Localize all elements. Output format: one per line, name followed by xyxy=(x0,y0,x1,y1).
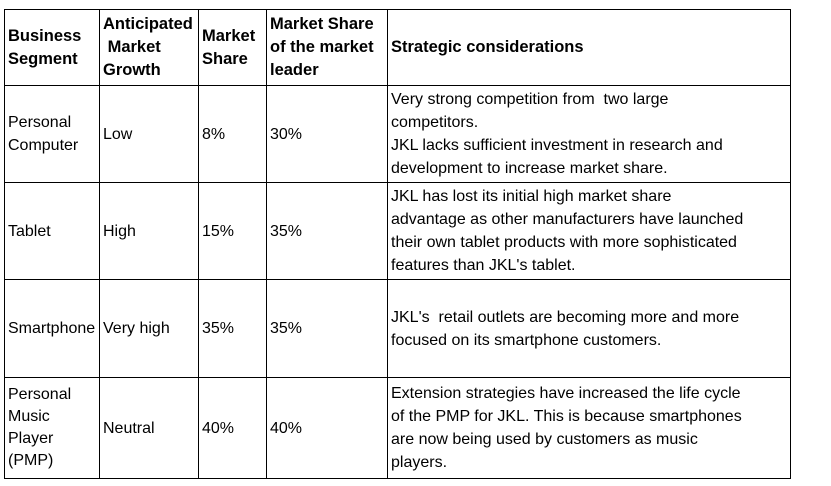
header-row: Business Segment Anticipated Market Grow… xyxy=(4,9,791,86)
leader-share-cell: 35% xyxy=(266,182,388,280)
strategy-cell: Extension strategies have increased the … xyxy=(387,377,791,479)
table-row: Personal Music Player (PMP) Neutral 40% … xyxy=(4,377,791,479)
segment-cell: Tablet xyxy=(4,182,100,280)
header-market-share: Market Share xyxy=(198,9,267,86)
cell-text: Neutral xyxy=(103,419,155,437)
cell-text: 15% xyxy=(202,222,235,240)
cell-text: JKL's retail outlets are becoming more a… xyxy=(391,308,740,326)
cell-text: Music xyxy=(8,408,50,425)
header-text: Market Share xyxy=(270,15,374,33)
cell-text: 35% xyxy=(202,320,235,337)
leader-share-cell: 35% xyxy=(266,279,388,378)
cell-text: (PMP) xyxy=(8,452,54,469)
cell-text: JKL lacks sufficient investment in resea… xyxy=(391,137,723,154)
header-text: Growth xyxy=(103,61,161,79)
cell-text: Personal xyxy=(8,114,72,131)
header-text: Market xyxy=(103,38,161,56)
strategy-cell: Very strong competition from two large c… xyxy=(387,85,791,183)
cell-text: Tablet xyxy=(8,222,51,240)
table-row: Tablet High 15% 35% JKL has lost its ini… xyxy=(4,182,791,280)
cell-text: 35% xyxy=(270,222,303,240)
cell-text: their own tablet products with more soph… xyxy=(391,234,737,251)
header-leader-share: Market Share of the market leader xyxy=(266,9,388,86)
cell-text: competitors. xyxy=(391,114,479,131)
strategy-cell: JKL's retail outlets are becoming more a… xyxy=(387,279,791,378)
cell-text: JKL has lost its initial high market sha… xyxy=(391,188,672,205)
share-cell: 35% xyxy=(198,279,267,378)
strategy-cell: JKL has lost its initial high market sha… xyxy=(387,182,791,280)
header-text: Segment xyxy=(8,49,78,68)
table-row: Smartphone Very high 35% 35% JKL's retai… xyxy=(4,279,791,378)
cell-text: Extension strategies have increased the … xyxy=(391,385,741,402)
share-cell: 15% xyxy=(198,182,267,280)
header-strategic-considerations: Strategic considerations xyxy=(387,9,791,86)
growth-cell: Neutral xyxy=(99,377,199,479)
growth-cell: Low xyxy=(99,85,199,183)
segment-cell: Smartphone xyxy=(4,279,100,378)
cell-text: 40% xyxy=(270,419,303,437)
cell-text: Low xyxy=(103,125,133,143)
cell-text: of the PMP for JKL. This is because smar… xyxy=(391,408,742,425)
share-cell: 8% xyxy=(198,85,267,183)
header-business-segment: Business Segment xyxy=(4,9,100,86)
cell-text: are now being used by customers as music xyxy=(391,431,698,448)
cell-text: advantage as other manufacturers have la… xyxy=(391,211,744,228)
share-cell: 40% xyxy=(198,377,267,479)
header-text: Share xyxy=(202,49,248,68)
leader-share-cell: 40% xyxy=(266,377,388,479)
header-text: of the market xyxy=(270,38,374,56)
segment-cell: Personal Music Player (PMP) xyxy=(4,377,100,479)
cell-text: players. xyxy=(391,454,448,471)
cell-text: Very strong competition from two large xyxy=(391,91,669,108)
table-row: Personal Computer Low 8% 30% Very strong… xyxy=(4,85,791,183)
segment-cell: Personal Computer xyxy=(4,85,100,183)
header-text: Anticipated xyxy=(103,15,193,33)
cell-text: 35% xyxy=(270,320,303,337)
growth-cell: High xyxy=(99,182,199,280)
header-text: leader xyxy=(270,61,319,79)
cell-text: development to increase market share. xyxy=(391,160,668,177)
header-text: Business xyxy=(8,26,82,45)
strategy-table: Business Segment Anticipated Market Grow… xyxy=(4,9,791,479)
cell-text: 40% xyxy=(202,419,235,437)
cell-text: High xyxy=(103,222,136,240)
leader-share-cell: 30% xyxy=(266,85,388,183)
cell-text: Smartphone xyxy=(8,320,96,337)
cell-text: Computer xyxy=(8,137,79,154)
cell-text: Player xyxy=(8,430,54,447)
header-text: Market xyxy=(202,26,256,45)
cell-text: 8% xyxy=(202,125,226,143)
header-anticipated-growth: Anticipated Market Growth xyxy=(99,9,199,86)
cell-text: features than JKL's tablet. xyxy=(391,257,576,274)
cell-text: 30% xyxy=(270,125,303,143)
growth-cell: Very high xyxy=(99,279,199,378)
cell-text: Personal xyxy=(8,386,72,403)
cell-text: focused on its smartphone customers. xyxy=(391,331,662,349)
cell-text: Very high xyxy=(103,320,170,337)
header-text: Strategic considerations xyxy=(391,38,584,56)
